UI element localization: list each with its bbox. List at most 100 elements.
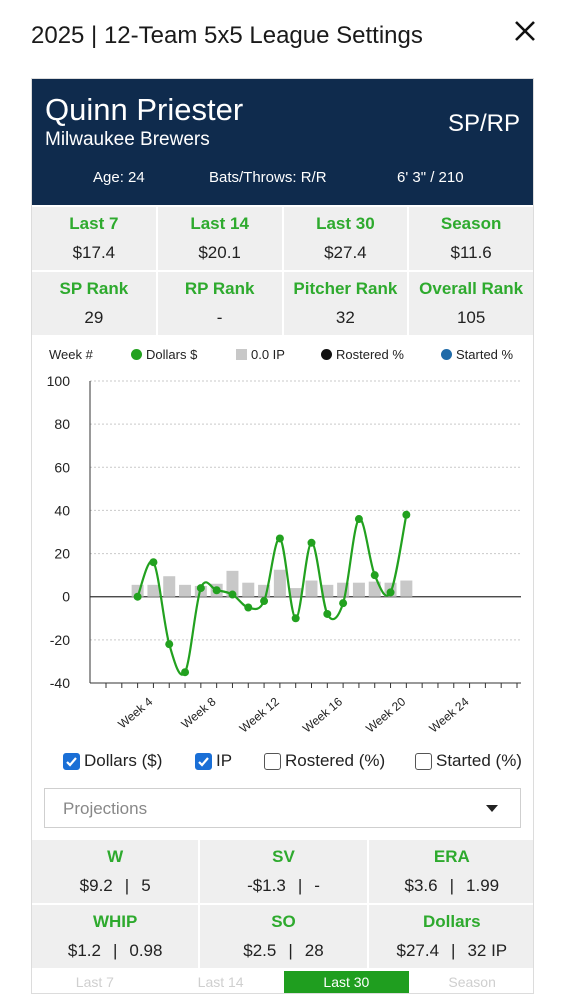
category-label: SV	[272, 847, 295, 866]
category-grid: W $9.2 | 5 SV -$1.3 | - ERA $3.6 | 1.99 WHIP $1.2 |…	[32, 840, 533, 968]
toggle-dollars-label: Dollars ($)	[84, 751, 163, 770]
category-cell: W $9.2 | 5	[32, 840, 199, 903]
legend-started[interactable]: Started %	[441, 347, 513, 362]
category-dollars: $27.4	[396, 941, 440, 960]
rank-label: RP Rank	[184, 279, 255, 298]
divider: |	[288, 941, 293, 960]
dollars-point	[339, 599, 348, 608]
rank-value: -	[216, 308, 223, 327]
dollars-point	[307, 538, 316, 547]
toggle-dollars-checkbox[interactable]	[63, 752, 80, 770]
legend-week: Week #	[49, 347, 93, 362]
category-stat: 1.99	[466, 876, 500, 895]
tab-season[interactable]: Season	[448, 974, 496, 990]
period-cell: Last 7 $17.4	[32, 207, 156, 270]
y-tick-label: 60	[54, 459, 70, 475]
player-position: SP/RP	[447, 110, 520, 137]
dollars-point	[370, 571, 379, 580]
player-name: Quinn Priester	[45, 92, 244, 127]
projections-select[interactable]: Projections	[44, 788, 521, 828]
dollars-point	[244, 603, 253, 612]
category-dollars: $1.2	[67, 941, 101, 960]
toggle-ip[interactable]: IP	[195, 751, 232, 771]
legend-ip[interactable]: 0.0 IP	[236, 347, 285, 362]
period-cell: Last 30 $27.4	[283, 207, 408, 270]
category-stat: 0.98	[129, 941, 163, 960]
player-height-weight: 6' 3" / 210	[397, 169, 464, 186]
dollars-point	[181, 668, 190, 677]
dollars-point	[260, 597, 269, 606]
toggle-started-checkbox[interactable]	[415, 752, 432, 770]
tab-last-7[interactable]: Last 7	[75, 974, 114, 990]
y-tick-label: 20	[54, 546, 70, 562]
category-stat: 5	[141, 876, 151, 895]
x-tick-label: Week 8	[179, 694, 219, 731]
category-cell: WHIP $1.2 | 0.98	[32, 905, 199, 968]
period-value: $20.1	[198, 243, 241, 262]
x-tick-label: Week 16	[300, 694, 345, 735]
category-label: ERA	[433, 847, 470, 866]
dollars-point	[212, 586, 221, 595]
category-label: W	[107, 847, 124, 866]
rank-grid: SP Rank 29 RP Rank - Pitcher Rank 32 Overal…	[32, 270, 533, 335]
period-tabs: Last 7 Last 14 Last 30 Season	[32, 971, 533, 993]
ip-bar	[258, 584, 271, 597]
period-label: Last 14	[190, 214, 249, 233]
category-label: WHIP	[92, 912, 138, 931]
rank-cell: Overall Rank 105	[409, 272, 533, 335]
toggle-ip-checkbox[interactable]	[195, 752, 212, 770]
toggle-dollars[interactable]: Dollars ($)	[63, 751, 162, 771]
rank-cell: RP Rank -	[157, 272, 282, 335]
category-cell: ERA $3.6 | 1.99	[368, 840, 533, 903]
category-dollars: $9.2	[79, 876, 113, 895]
divider: |	[112, 941, 118, 960]
projections-select-value: Projections	[63, 799, 148, 818]
category-cell: SV -$1.3 | -	[200, 840, 367, 903]
dollars-point	[275, 534, 284, 543]
ip-bar	[368, 581, 381, 597]
tab-last-14[interactable]: Last 14	[197, 974, 244, 990]
divider: |	[449, 876, 455, 895]
legend-week-label: Week #	[49, 347, 93, 362]
y-tick-label: -40	[50, 675, 70, 691]
category-stat: 28	[304, 941, 324, 960]
y-tick-label: 0	[62, 589, 70, 605]
rank-value: 29	[84, 308, 104, 327]
y-tick-label: -20	[50, 632, 70, 648]
rank-cell: Pitcher Rank 32	[283, 272, 408, 335]
close-icon[interactable]	[510, 16, 540, 46]
category-dollars: $3.6	[404, 876, 438, 895]
legend-started-marker	[441, 349, 452, 360]
period-cell: Season $11.6	[409, 207, 533, 270]
y-tick-label: 100	[47, 373, 71, 389]
rank-label: Overall Rank	[419, 279, 524, 298]
category-dollars: -$1.3	[247, 876, 286, 895]
player-header: Quinn Priester Milwaukee Brewers SP/RP A…	[32, 79, 533, 205]
ip-bar	[273, 569, 286, 597]
divider: |	[297, 876, 303, 895]
ip-bar	[131, 584, 144, 597]
legend-dollars-label: Dollars $	[146, 347, 198, 362]
toggle-started-label: Started (%)	[436, 751, 522, 770]
period-cell: Last 14 $20.1	[157, 207, 282, 270]
legend-dollars[interactable]: Dollars $	[131, 347, 197, 362]
legend-rostered[interactable]: Rostered %	[321, 347, 404, 362]
toggle-rostered[interactable]: Rostered (%)	[264, 751, 385, 771]
category-label: Dollars	[423, 912, 481, 931]
player-card: Quinn Priester Milwaukee Brewers SP/RP A…	[31, 78, 534, 994]
legend-rostered-marker	[321, 349, 332, 360]
category-cell: SO $2.5 | 28	[200, 905, 367, 968]
rank-cell: SP Rank 29	[32, 272, 156, 335]
period-value: $17.4	[72, 243, 116, 262]
tab-last-30[interactable]: Last 30	[283, 971, 410, 993]
rank-label: SP Rank	[59, 279, 129, 298]
toggle-started[interactable]: Started (%)	[415, 751, 522, 771]
ip-bar	[179, 584, 192, 597]
x-tick-label: Week 20	[363, 694, 408, 735]
dollars-point	[354, 515, 363, 524]
legend-ip-label: 0.0 IP	[251, 347, 285, 362]
toggle-rostered-checkbox[interactable]	[264, 752, 281, 770]
x-tick-label: Week 12	[237, 694, 282, 735]
category-stat: -	[314, 876, 320, 895]
dollars-point	[323, 609, 332, 618]
